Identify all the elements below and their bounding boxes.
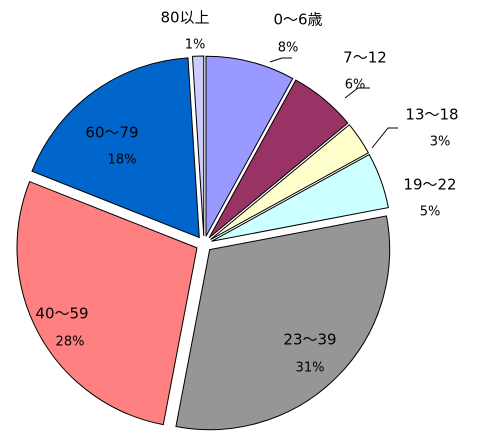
slice-label: 60〜79 (85, 124, 138, 142)
leader-line (371, 127, 398, 149)
slice-label: 40〜59 (35, 305, 88, 323)
slice-value-label: 1% (185, 38, 206, 53)
pie-slice (175, 215, 391, 431)
pie-slice (205, 55, 294, 237)
slice-value-label: 3% (430, 135, 451, 150)
slice-label: 7〜12 (343, 49, 387, 67)
slice-value-label: 6% (345, 78, 366, 93)
slice-label: 19〜22 (403, 176, 456, 194)
pie-slice (210, 124, 370, 240)
slice-value-label: 18% (108, 153, 137, 168)
slice-label: 13〜18 (405, 106, 458, 124)
leader-line (269, 57, 292, 63)
pie-slice (16, 180, 198, 426)
pie-slice (31, 57, 200, 239)
leader-line (344, 87, 370, 99)
slice-label: 23〜39 (283, 331, 336, 349)
slice-value-label: 5% (420, 205, 441, 220)
pie-slice (211, 153, 389, 242)
slice-label: 0〜6歳 (273, 11, 322, 29)
pie-slice (208, 79, 349, 239)
slice-value-label: 8% (278, 41, 299, 56)
slice-value-label: 31% (296, 361, 325, 376)
slice-label: 80以上 (160, 9, 209, 27)
slice-value-label: 28% (56, 335, 85, 350)
pie-slice (191, 55, 205, 237)
